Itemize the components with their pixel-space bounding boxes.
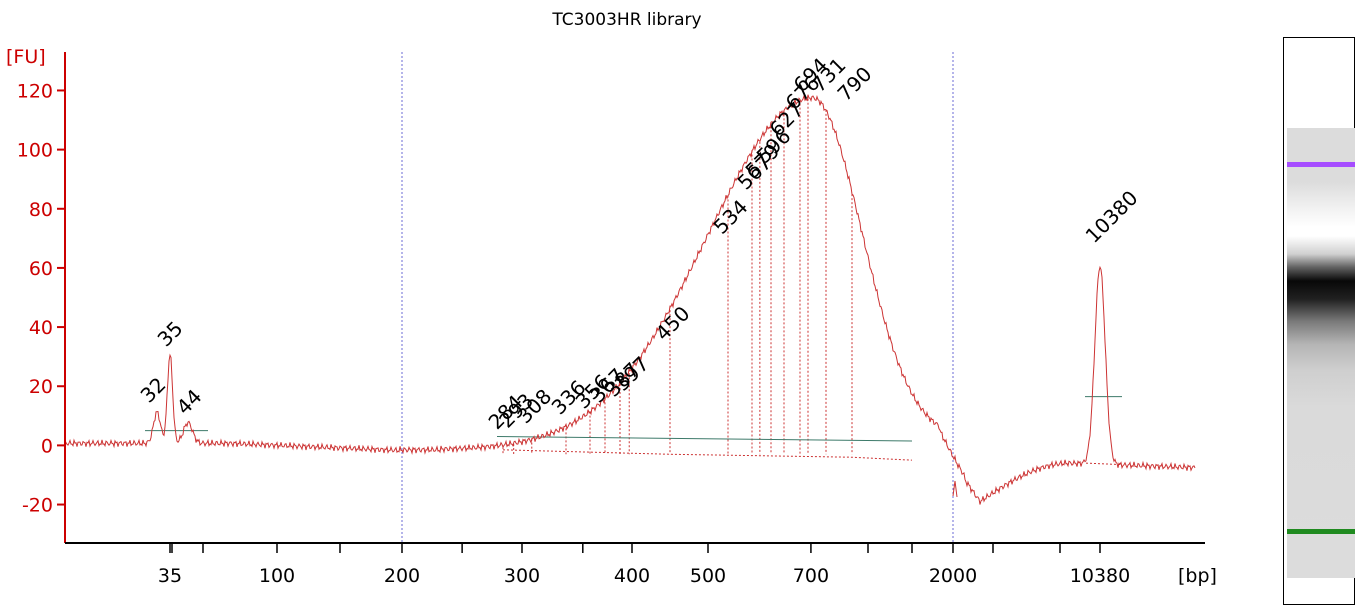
peak-label: 32 (136, 372, 171, 407)
x-tick-label: 500 (690, 565, 726, 587)
chart-title: TC3003HR library (551, 10, 701, 30)
x-axis-unit-label: [bp] (1178, 565, 1217, 587)
x-tick-label: 35 (158, 565, 182, 587)
gel-lane (1287, 128, 1355, 578)
x-tick-label: 100 (259, 565, 295, 587)
peak-label: 35 (153, 316, 188, 351)
x-tick-label: 10380 (1070, 565, 1130, 587)
y-tick-label: 40 (29, 317, 53, 339)
y-tick-label: 100 (17, 140, 53, 162)
axes (64, 52, 1205, 544)
y-tick-label: 120 (17, 80, 53, 102)
peak-label: 44 (172, 384, 207, 419)
signal-curve (64, 94, 1196, 505)
x-tick-label: 700 (793, 565, 829, 587)
x-tick-label: 2000 (929, 565, 977, 587)
upper-marker-band (1287, 162, 1355, 167)
x-tick-label: 300 (504, 565, 540, 587)
y-tick-label: 0 (41, 435, 53, 457)
grid-markers (401, 52, 954, 543)
peak-label: 534 (709, 195, 753, 239)
y-tick-label: 80 (29, 199, 53, 221)
signal-trace (64, 94, 1196, 505)
x-tick-label: 200 (384, 565, 420, 587)
y-axis-unit-label: [FU] (6, 46, 46, 68)
signal-spike (952, 480, 958, 498)
x-tick-label: 400 (614, 565, 650, 587)
y-tick-label: 60 (29, 258, 53, 280)
smear-baseline (502, 449, 913, 461)
peak-baselines (145, 94, 1123, 466)
y-tick-label: 20 (29, 376, 53, 398)
peak-label: 10380 (1081, 186, 1143, 248)
x-axis-ticks: 35 100 200 300 400 500 700 2000 10380 (158, 543, 1130, 587)
peak-label: 450 (651, 301, 695, 345)
smear-level-line (496, 436, 913, 442)
y-axis-ticks: -20 0 20 40 60 80 100 120 (17, 80, 65, 517)
lower-marker-band (1287, 529, 1355, 534)
y-tick-label: -20 (22, 495, 53, 517)
